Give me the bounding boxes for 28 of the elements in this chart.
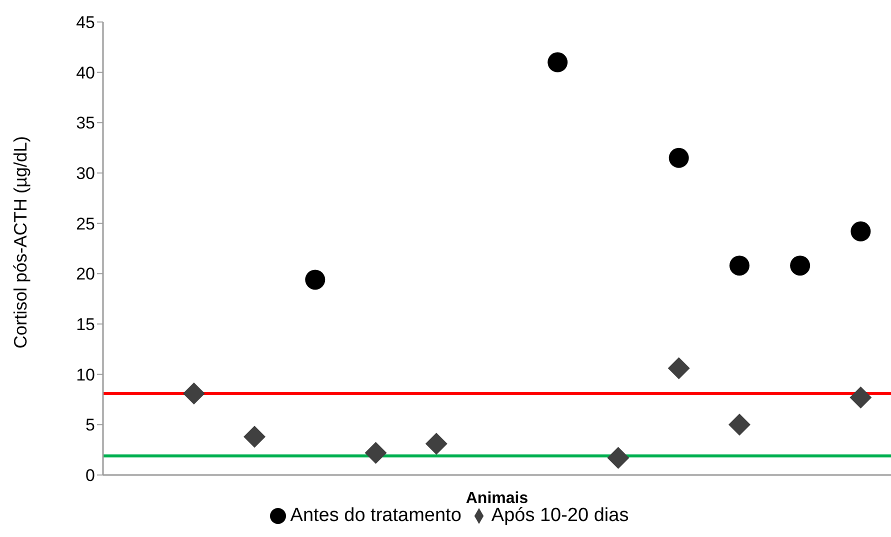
point (548, 52, 568, 72)
legend-label: Antes do tratamento (290, 505, 462, 526)
y-tick-label: 25 (76, 214, 95, 234)
y-tick-label: 0 (86, 466, 95, 486)
y-tick-label: 35 (76, 114, 95, 133)
point (850, 386, 872, 408)
y-axis-title: Cortisol pós-ACTH (µg/dL) (10, 136, 30, 348)
point (850, 221, 871, 242)
point (244, 426, 266, 448)
point (729, 256, 750, 276)
point (668, 148, 689, 168)
y-tick-label: 40 (76, 63, 95, 82)
point (364, 442, 387, 464)
legend-label: Após 10-20 dias (491, 505, 629, 526)
y-tick-label: 15 (76, 315, 95, 334)
x-axis-title: Animais (466, 490, 528, 507)
point (728, 414, 750, 436)
y-tick-label: 45 (76, 13, 95, 32)
point (182, 382, 205, 404)
y-tick-label: 20 (76, 264, 95, 284)
y-tick-label: 5 (86, 416, 95, 435)
point (607, 446, 630, 469)
point (305, 270, 326, 290)
y-tick-label: 30 (76, 164, 95, 184)
y-tick-label: 10 (76, 365, 95, 384)
point (668, 357, 690, 380)
point (790, 256, 810, 276)
point (425, 432, 448, 455)
